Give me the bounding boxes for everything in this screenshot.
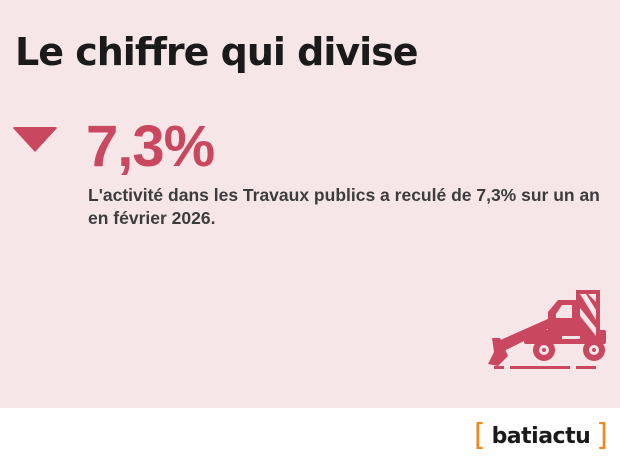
logo-bracket-right: ] [596, 418, 608, 453]
stat-description: L'activité dans les Travaux publics a re… [88, 185, 600, 228]
batiactu-logo[interactable]: [ batiactu ] [474, 421, 608, 451]
logo-bracket-left: [ [473, 418, 486, 453]
stat-card: Le chiffre qui divise 7,3% L'activité da… [0, 0, 620, 408]
logo-text: batiactu [491, 423, 591, 449]
bulldozer-icon [488, 290, 606, 369]
card-title: Le chiffre qui divise [15, 30, 419, 74]
down-triangle-icon [12, 127, 58, 152]
stat-value: 7,3% [86, 114, 215, 179]
